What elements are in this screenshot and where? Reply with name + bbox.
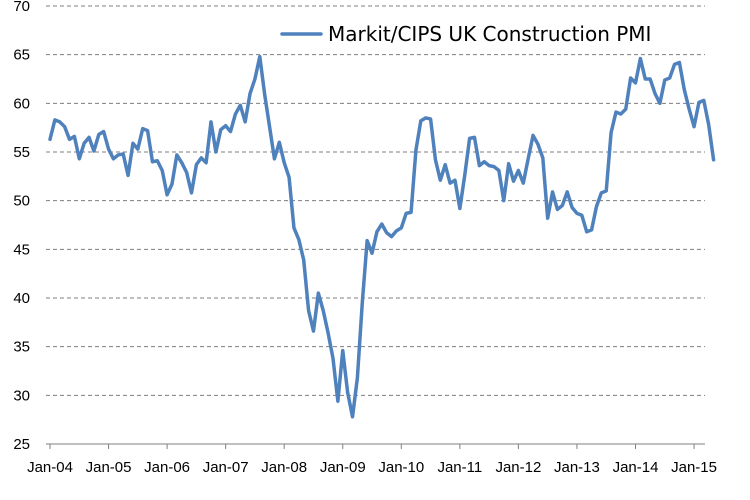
legend: Markit/CIPS UK Construction PMI (280, 22, 651, 46)
legend-label: Markit/CIPS UK Construction PMI (328, 22, 651, 46)
x-tick-label-Jan-07: Jan-07 (203, 459, 249, 476)
x-tick-label-Jan-06: Jan-06 (144, 459, 190, 476)
y-axis-tick-labels: 25 30 35 40 45 50 55 60 65 70 (13, 0, 30, 453)
y-tick-label-55: 55 (13, 144, 30, 161)
y-tick-label-25: 25 (13, 436, 30, 453)
series-line-construction-pmi (48, 54, 716, 419)
x-tick-label-Jan-14: Jan-14 (613, 459, 659, 476)
x-tick-label-Jan-11: Jan-11 (437, 459, 482, 476)
x-tick-label-Jan-08: Jan-08 (261, 459, 307, 476)
y-tick-label-70: 70 (13, 0, 30, 15)
x-tick-label-Jan-13: Jan-13 (554, 459, 600, 476)
y-tick-label-45: 45 (13, 241, 30, 258)
series-layer (48, 54, 716, 419)
y-tick-label-50: 50 (13, 193, 30, 210)
x-tick-label-Jan-15: Jan-15 (671, 459, 717, 476)
x-tick-label-Jan-12: Jan-12 (495, 459, 541, 476)
y-tick-label-40: 40 (13, 290, 30, 307)
x-axis-tick-labels: Jan-04 Jan-05 Jan-06 Jan-07 Jan-08 Jan-09 Jan-… (27, 459, 717, 476)
y-tick-label-65: 65 (13, 47, 30, 64)
y-tick-label-35: 35 (13, 339, 30, 356)
x-tick-label-Jan-10: Jan-10 (378, 459, 424, 476)
x-tick-label-Jan-04: Jan-04 (27, 459, 73, 476)
x-axis (46, 443, 705, 449)
x-tick-label-Jan-09: Jan-09 (320, 459, 366, 476)
y-tick-label-30: 30 (13, 387, 30, 404)
x-tick-label-Jan-05: Jan-05 (86, 459, 132, 476)
y-tick-label-60: 60 (13, 95, 30, 112)
grid-lines (46, 5, 705, 396)
